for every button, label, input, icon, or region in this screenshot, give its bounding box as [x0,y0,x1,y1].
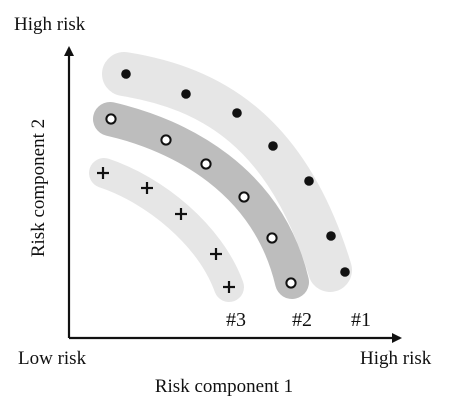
group-2-point [285,277,297,289]
group-3-point [210,248,222,260]
x-axis-title: Risk component 1 [155,376,293,397]
group-1-point [181,89,191,99]
group-1-point [326,231,336,241]
group-1-point [232,108,242,118]
group-1-point [304,176,314,186]
group-3-point [97,167,109,179]
group-1-point [268,141,278,151]
group-1-point [121,69,131,79]
x-axis-low-label: Low risk [18,348,87,369]
group-1-points [121,69,350,277]
group-3-label: #3 [226,309,246,331]
group-2-points [105,113,297,289]
band-group-2 [93,102,309,299]
y-axis-title: Risk component 2 [28,119,49,257]
group-1-point [340,267,350,277]
group-2-point [266,232,278,244]
group-2-point [105,113,117,125]
group-2-label: #2 [292,309,312,331]
group-3-point [223,281,235,293]
group-1-label: #1 [351,309,371,331]
group-2-point [160,134,172,146]
group-3-point [175,208,187,220]
group-3-point [141,182,153,194]
y-axis-high-label: High risk [14,14,86,35]
x-axis-high-label: High risk [360,348,432,369]
group-3-points [97,167,235,293]
band-group-1 [102,52,352,292]
group-2-point [200,158,212,170]
band-group-3 [89,158,244,302]
group-2-point [238,191,250,203]
